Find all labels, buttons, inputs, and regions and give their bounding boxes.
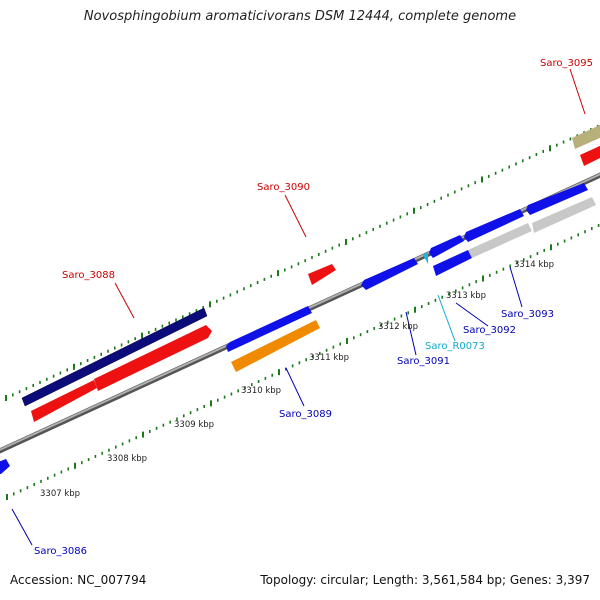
kbp-label-3309: 3309 kbp <box>174 420 214 430</box>
gene-saro-3092[interactable] <box>433 250 472 276</box>
gene-saro-3090[interactable] <box>308 264 336 285</box>
label-saro-3093: Saro_3093 <box>501 309 554 320</box>
lower-tick-row <box>6 223 600 500</box>
genome-summary-text: Topology: circular; Length: 3,561,584 bp… <box>260 573 590 587</box>
gene-grey-1[interactable] <box>468 223 532 258</box>
gene-saro-r0073[interactable] <box>423 252 428 264</box>
gene-saro-3095-red[interactable] <box>580 145 600 166</box>
gene-grey-2[interactable] <box>532 197 596 233</box>
label-saro-3090: Saro_3090 <box>257 182 310 193</box>
label-saro-3095: Saro_3095 <box>540 58 593 69</box>
kbp-label-3310: 3310 kbp <box>241 386 281 396</box>
gene-saro-3095[interactable] <box>572 124 600 149</box>
gene-saro-3092-upper[interactable] <box>429 235 464 258</box>
gene-saro-3089-blue[interactable] <box>226 306 312 352</box>
gene-saro-3086[interactable] <box>0 459 10 474</box>
gene-saro-3091[interactable] <box>361 258 418 290</box>
label-saro-r0073: Saro_R0073 <box>425 341 485 352</box>
kbp-label-3313: 3313 kbp <box>446 291 486 301</box>
kbp-label-3312: 3312 kbp <box>378 322 418 332</box>
kbp-label-3307: 3307 kbp <box>40 489 80 499</box>
label-saro-3089: Saro_3089 <box>279 409 332 420</box>
accession-text: Accession: NC_007794 <box>10 573 147 587</box>
label-saro-3088: Saro_3088 <box>62 270 115 281</box>
gene-blue-right[interactable] <box>526 183 588 215</box>
genome-title: Novosphingobium aromaticivorans DSM 1244… <box>83 9 517 24</box>
gene-saro-3088-red-2[interactable] <box>94 325 212 391</box>
kbp-label-3308: 3308 kbp <box>107 454 147 464</box>
kbp-label-3314: 3314 kbp <box>514 260 554 270</box>
label-saro-3091: Saro_3091 <box>397 356 450 367</box>
upper-tick-row <box>5 124 599 401</box>
leader-lines <box>11 68 586 546</box>
gene-saro-3089[interactable] <box>231 320 320 372</box>
label-saro-3092: Saro_3092 <box>463 325 516 336</box>
gene-saro-3093[interactable] <box>464 209 524 242</box>
label-saro-3086: Saro_3086 <box>34 546 87 557</box>
kbp-label-3311: 3311 kbp <box>309 353 349 363</box>
gene-saro-3088-red-1[interactable] <box>31 380 97 422</box>
gene-saro-3088-dark[interactable] <box>21 307 208 407</box>
